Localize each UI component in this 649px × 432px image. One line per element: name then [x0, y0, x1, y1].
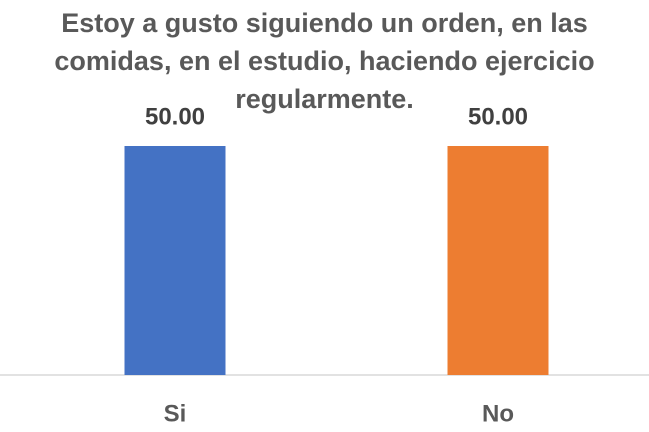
bar — [124, 146, 226, 375]
x-tick-label: No — [482, 400, 514, 427]
data-label: 50.00 — [468, 103, 528, 130]
chart-title: Estoy a gusto siguiendo un orden, en las… — [54, 8, 595, 114]
bar — [447, 146, 549, 375]
data-label: 50.00 — [145, 103, 205, 130]
x-tick-label: Si — [164, 400, 187, 427]
